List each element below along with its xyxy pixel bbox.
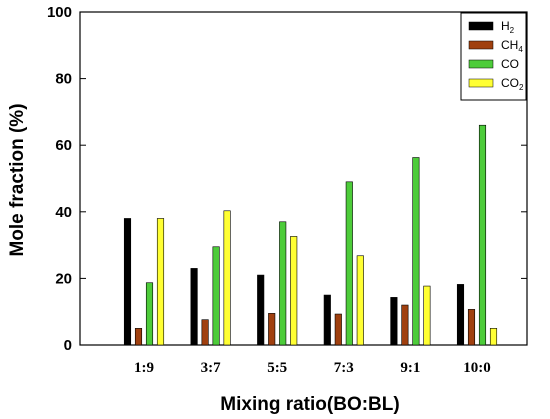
bar-co2-1-9 (156, 218, 165, 346)
y-tick-label: 100 (47, 4, 72, 21)
legend-label: CH4 (501, 38, 523, 54)
bar-ch4-7-3 (334, 313, 342, 346)
x-axis-title: Mixing ratio(BO:BL) (220, 394, 399, 415)
legend-label: H2 (501, 19, 515, 35)
bar-ch4-1-9 (134, 328, 143, 346)
legend: H2 CH4 CO CO2 (460, 12, 527, 101)
x-tick-label: 3:7 (201, 360, 221, 376)
legend-swatch (468, 78, 494, 88)
bar-h2-5-5 (257, 274, 265, 346)
legend-swatch (468, 21, 494, 31)
bar-co-7-3 (345, 181, 353, 346)
plot-area (79, 11, 528, 346)
bar-co2-5-5 (290, 236, 298, 346)
y-tick-label: 80 (55, 71, 72, 88)
bar-co2-9-1 (423, 285, 431, 346)
y-axis-title: Mole fraction (%) (7, 103, 28, 256)
y-tick-label: 20 (55, 270, 72, 287)
y-tick-label: 40 (55, 204, 72, 221)
y-axis: 0 20 40 60 80 100 (47, 4, 527, 354)
bar-co-10-0 (478, 124, 487, 346)
bar-ch4-3-7 (201, 319, 209, 346)
bar-co2-7-3 (356, 255, 364, 346)
legend-swatch (468, 59, 494, 69)
bar-h2-10-0 (456, 284, 465, 346)
bar-co-3-7 (212, 246, 220, 346)
bar-co2-10-0 (489, 328, 498, 346)
bar-h2-9-1 (390, 297, 398, 346)
x-axis: 1:9 3:7 5:5 7:3 9:1 10:0 (134, 360, 491, 376)
plot-frame (79, 11, 528, 346)
bar-co-5-5 (279, 221, 287, 346)
x-tick-label: 5:5 (267, 360, 287, 376)
bar-co-9-1 (412, 157, 420, 346)
bar-h2-7-3 (323, 294, 331, 346)
y-tick-label: 60 (55, 137, 72, 154)
bar-ch4-9-1 (401, 304, 409, 346)
x-tick-label: 7:3 (334, 360, 354, 376)
bar-h2-3-7 (190, 268, 198, 346)
x-tick-label: 10:0 (463, 360, 491, 376)
bar-co-1-9 (145, 282, 154, 346)
y-tick-label: 0 (64, 337, 72, 354)
legend-label: CO (501, 57, 519, 71)
bars (123, 124, 498, 346)
bar-ch4-5-5 (268, 313, 276, 346)
bar-co2-3-7 (223, 210, 231, 346)
legend-label: CO2 (501, 76, 524, 92)
bar-ch4-10-0 (467, 309, 476, 346)
legend-swatch (468, 40, 494, 50)
bar-h2-1-9 (123, 218, 132, 346)
x-tick-label: 1:9 (134, 360, 154, 376)
x-tick-label: 9:1 (400, 360, 420, 376)
